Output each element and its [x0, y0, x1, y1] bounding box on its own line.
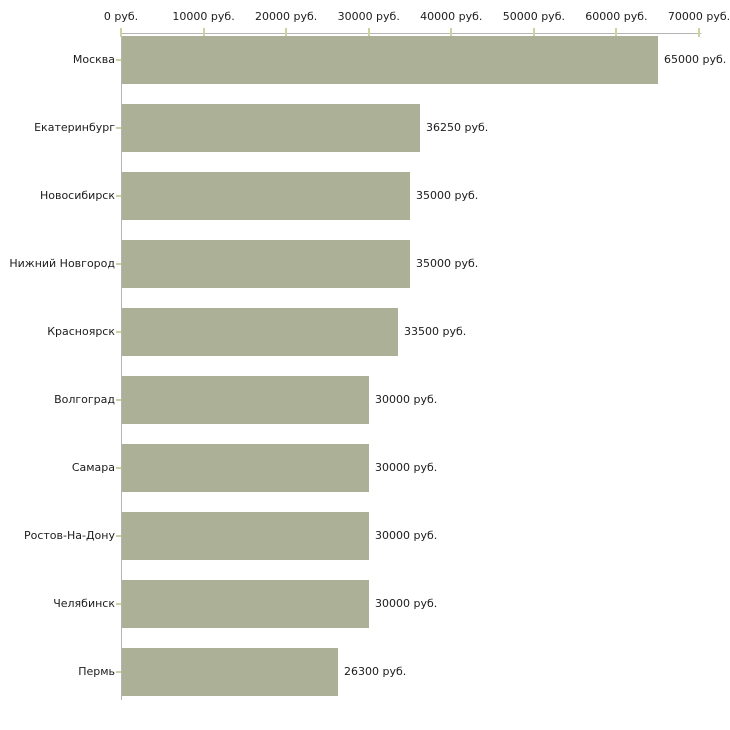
value-label: 35000 руб. [416, 189, 479, 202]
y-axis-tick [116, 603, 121, 605]
value-label: 35000 руб. [416, 257, 479, 270]
x-axis-tick-label: 30000 руб. [337, 10, 400, 23]
category-label: Москва [72, 53, 115, 66]
bar [122, 376, 369, 424]
bar [122, 240, 410, 288]
x-axis-tick-label: 50000 руб. [502, 10, 565, 23]
bar [122, 512, 369, 560]
bar [122, 36, 658, 84]
y-axis-tick [116, 671, 121, 673]
y-axis-tick [116, 399, 121, 401]
bar [122, 648, 338, 696]
x-axis-tick-label: 0 руб. [103, 10, 139, 23]
category-label: Екатеринбург [34, 121, 115, 134]
bar [122, 580, 369, 628]
value-label: 26300 руб. [344, 665, 407, 678]
category-label: Новосибирск [39, 189, 115, 202]
bar [122, 444, 369, 492]
y-axis-tick [116, 59, 121, 61]
category-label: Красноярск [47, 325, 115, 338]
bar [122, 172, 410, 220]
y-axis-line [121, 33, 122, 700]
y-axis-tick [116, 127, 121, 129]
y-axis-tick [116, 195, 121, 197]
y-axis-tick [116, 263, 121, 265]
value-label: 30000 руб. [375, 393, 438, 406]
x-axis-tick [367, 28, 370, 37]
y-axis-tick [116, 535, 121, 537]
x-axis-tick-label: 60000 руб. [585, 10, 648, 23]
x-axis-tick [615, 28, 618, 37]
bar [122, 308, 398, 356]
category-label: Челябинск [53, 597, 115, 610]
category-label: Нижний Новгород [9, 257, 115, 270]
value-label: 65000 руб. [664, 53, 727, 66]
x-axis-tick [532, 28, 535, 37]
x-axis-tick-label: 70000 руб. [667, 10, 730, 23]
x-axis-tick [120, 28, 122, 37]
category-label: Самара [71, 461, 115, 474]
x-axis-tick-label: 10000 руб. [172, 10, 235, 23]
category-label: Ростов-На-Дону [23, 529, 115, 542]
value-label: 36250 руб. [426, 121, 489, 134]
x-axis-tick [450, 28, 453, 37]
x-axis-tick-label: 20000 руб. [255, 10, 318, 23]
y-axis-tick [116, 467, 121, 469]
value-label: 30000 руб. [375, 529, 438, 542]
x-axis-line [121, 33, 701, 34]
value-label: 30000 руб. [375, 461, 438, 474]
bar [122, 104, 420, 152]
x-axis-tick [698, 28, 700, 37]
value-label: 33500 руб. [404, 325, 467, 338]
x-axis-tick [202, 28, 205, 37]
x-axis-tick [285, 28, 288, 37]
category-label: Пермь [78, 665, 115, 678]
y-axis-tick [116, 331, 121, 333]
value-label: 30000 руб. [375, 597, 438, 610]
x-axis-tick-label: 40000 руб. [420, 10, 483, 23]
category-label: Волгоград [54, 393, 115, 406]
